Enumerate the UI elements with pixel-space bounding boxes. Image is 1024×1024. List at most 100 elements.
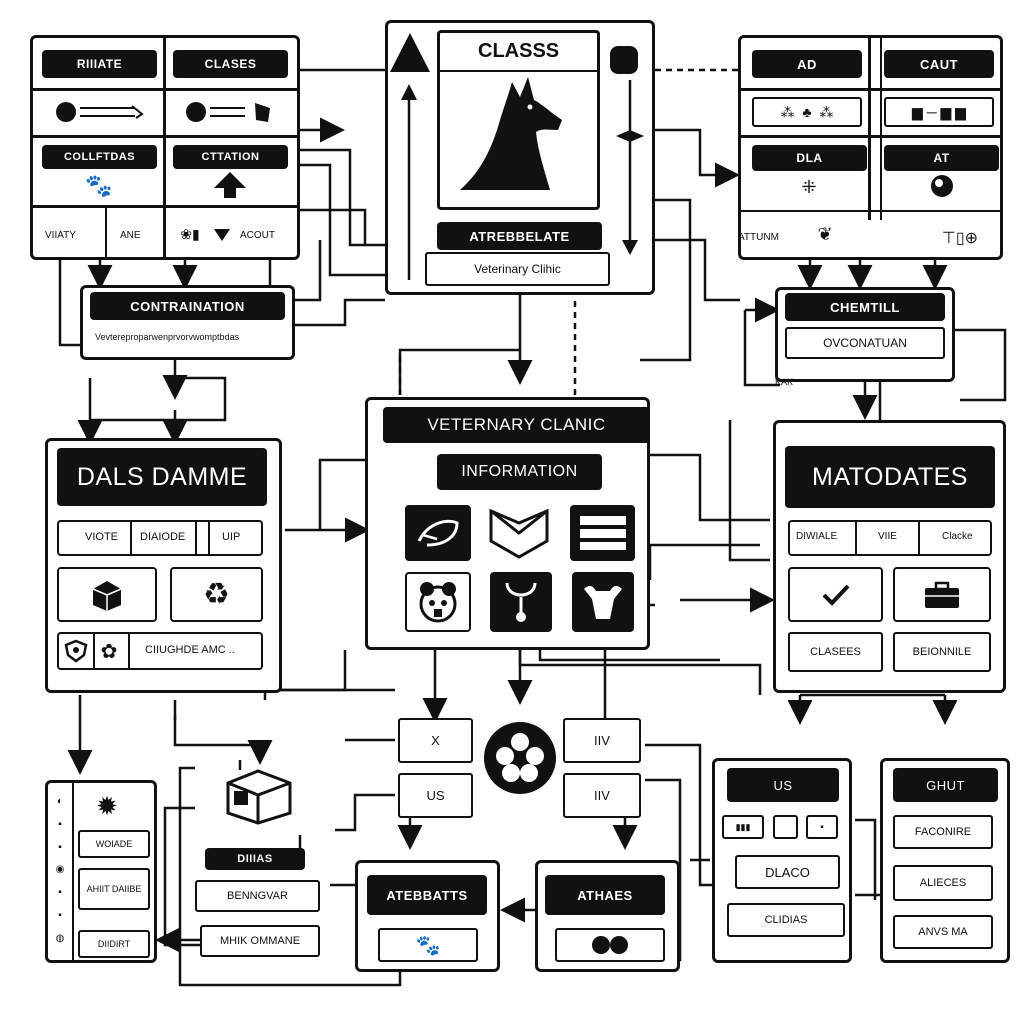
attribute-label: ATREBBELATE <box>437 222 602 250</box>
us-toggle-a[interactable]: ▮▮▮ <box>722 815 764 839</box>
gear-icon: ✿ <box>100 640 118 663</box>
shield-icon <box>63 638 89 664</box>
attributes-title-1: ATEBBATTS <box>367 875 487 915</box>
matodates-bottom-left: CLASEES <box>788 632 883 672</box>
dals-row-sep2 <box>195 520 197 556</box>
ghut-row-2: ALIECES <box>893 865 993 901</box>
top-right-divider-h2 <box>738 135 1003 138</box>
chemtill-sub: OVCONATUAN <box>785 327 945 359</box>
chemtill-note: KAK <box>775 377 794 387</box>
bottom-left-item-2: AHIIT DAIIBE <box>78 868 150 910</box>
ghut-title: GHUT <box>893 768 998 802</box>
tile-pet-face[interactable] <box>405 572 471 632</box>
tile-list[interactable] <box>570 505 635 561</box>
up-arrow-icon <box>210 170 250 200</box>
class-title-rule <box>437 70 600 72</box>
icons-cell-right: ▆ ─ ▆ ▆ <box>884 97 994 127</box>
dals-row-sep3 <box>208 520 210 556</box>
hub-right-top[interactable]: IIV <box>563 718 641 763</box>
hub-left-bottom[interactable]: US <box>398 773 473 818</box>
dals-bottom-sep <box>93 632 95 670</box>
check-icon-tile[interactable] <box>788 567 883 622</box>
top-right-divider-h1 <box>738 88 1003 91</box>
paw-small-icon: ⁜ <box>801 176 817 197</box>
matodates-bottom-right: BEIONNILE <box>893 632 991 672</box>
toggle-pet-icon <box>180 98 280 126</box>
dals-row <box>57 520 263 556</box>
us-toggle-c[interactable]: ▪ <box>806 815 838 839</box>
top-left-divider-v <box>163 35 166 260</box>
attributes-dots-cell[interactable] <box>555 928 665 962</box>
attributes-title-2: ATHAES <box>545 875 665 915</box>
tile-leaf[interactable] <box>405 505 471 561</box>
label-attunm: ATTUNM <box>738 232 779 243</box>
matodates-row <box>788 520 992 556</box>
toggle-icon <box>50 98 150 126</box>
ghut-row-3: ANVS MA <box>893 915 993 949</box>
tile-cow[interactable] <box>572 572 634 632</box>
top-right-divider-v <box>868 35 871 220</box>
paw-icon: 🐾 <box>85 173 113 198</box>
center-subtitle: INFORMATION <box>437 454 602 490</box>
bottom-field-1[interactable]: BENNGVAR <box>195 880 320 912</box>
cylinder-icon <box>608 42 640 78</box>
up-arrow-thin-icon <box>397 80 421 280</box>
label-at: AT <box>884 145 999 171</box>
package-icon <box>218 765 298 827</box>
dals-title: DALS DAMME <box>57 448 267 506</box>
bullet-icons: ◐ ▪ ▪ ◉ ▪ ▪ ◍ <box>55 795 65 944</box>
class-caption-field: Veterinary Clihic <box>425 252 610 286</box>
icons-cell-left: ⁂ ♣ ⁂ <box>752 97 862 127</box>
class-title: CLASSS <box>478 40 560 62</box>
combination-title: CONTRAINATION <box>90 292 285 320</box>
dals-bottom-text: CIIUGHDE AMC .. <box>145 644 235 656</box>
bottom-field-2[interactable]: MHIK OMMANE <box>200 925 320 957</box>
bottom-left-item-1: WOIADE <box>78 830 150 858</box>
label-account: ACOUT <box>240 230 275 241</box>
us-row-1: DLACO <box>735 855 840 889</box>
matodates-row-a: DIWIALE <box>796 531 838 542</box>
bottom-left-divider <box>72 780 74 963</box>
top-right-divider-h3 <box>738 210 1003 212</box>
warning-triangle-icon <box>388 30 433 75</box>
dals-row-uip: UIP <box>222 531 241 543</box>
sun-icon: ✹ <box>96 790 118 821</box>
box-icon-tile[interactable] <box>57 567 157 622</box>
flower-hub-icon <box>480 718 560 798</box>
bottom-banner: DIIIAS <box>205 848 305 870</box>
dals-row-sep1 <box>130 520 132 556</box>
dals-bottom-row <box>57 632 263 670</box>
matodates-row-b: VIIE <box>878 531 897 542</box>
dals-bottom-sep2 <box>128 632 130 670</box>
tile-stethoscope[interactable] <box>490 572 552 632</box>
recycle-icon-tile[interactable]: ♻ <box>170 567 263 622</box>
us-toggle-b[interactable] <box>773 815 798 839</box>
double-arrow-icon <box>610 80 650 260</box>
label-private: RIIIATE <box>42 50 157 78</box>
top-left-divider-h3 <box>30 205 300 208</box>
misc-icons: ⊤▯⊕ <box>941 230 979 247</box>
hub-right-bottom[interactable]: IIV <box>563 773 641 818</box>
ghut-row-1: FACONIRE <box>893 815 993 849</box>
flower-icon: ❀▮ <box>180 225 200 242</box>
label-caut: CAUT <box>884 50 994 78</box>
center-title: VETERNARY CLANIC <box>383 407 650 443</box>
tile-envelope[interactable] <box>488 505 550 561</box>
label-vitality: VIIATY <box>45 230 76 241</box>
us-title: US <box>727 768 839 802</box>
label-collections: COLLFTDAS <box>42 145 157 169</box>
label-classes: CLASES <box>173 50 288 78</box>
hub-left-top[interactable]: X <box>398 718 473 763</box>
down-triangle-icon <box>212 225 232 245</box>
bottom-left-item-3: DIIDIRT <box>78 930 150 958</box>
briefcase-icon-tile[interactable] <box>893 567 991 622</box>
ball-icon <box>928 172 956 200</box>
label-citation: CTTATION <box>173 145 288 169</box>
top-right-divider-v2 <box>880 35 882 220</box>
matodates-sep2 <box>918 520 920 556</box>
attributes-paw-cell[interactable]: 🐾 <box>378 928 478 962</box>
dals-row-diode: DIAIODE <box>140 531 186 543</box>
matodates-row-c: Clacke <box>942 531 973 542</box>
matodates-title: MATODATES <box>785 446 995 508</box>
dals-row-vote: VIOTE <box>85 531 119 543</box>
